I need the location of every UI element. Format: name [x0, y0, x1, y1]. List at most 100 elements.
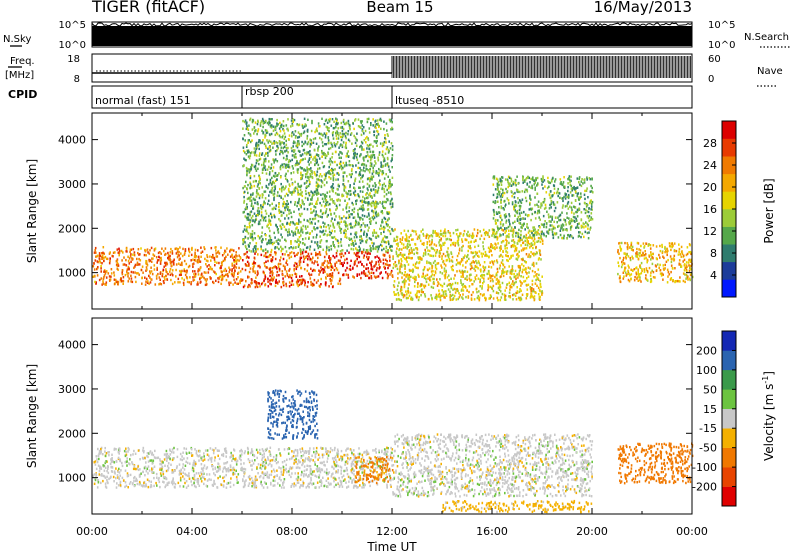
heatmap-cell [331, 145, 334, 148]
heatmap-cell [420, 284, 423, 287]
heatmap-cell [419, 239, 422, 243]
heatmap-cell [322, 221, 324, 224]
heatmap-cell [218, 276, 220, 280]
heatmap-cell [410, 275, 412, 278]
heatmap-cell [438, 239, 441, 242]
heatmap-cell [297, 201, 300, 205]
heatmap-cell [342, 120, 345, 123]
heatmap-cell [286, 259, 288, 262]
heatmap-cell [245, 180, 247, 184]
heatmap-cell [370, 237, 372, 241]
heatmap-cell [343, 231, 345, 235]
heatmap-cell [435, 293, 438, 296]
heatmap-cell [315, 200, 318, 203]
heatmap-cell [541, 293, 543, 296]
heatmap-cell [507, 175, 510, 178]
heatmap-cell [213, 258, 216, 261]
heatmap-cell [353, 207, 356, 210]
heatmap-cell [256, 185, 259, 188]
heatmap-cell [567, 189, 569, 193]
heatmap-cell [289, 251, 291, 255]
heatmap-cell [287, 217, 290, 220]
heatmap-cell [486, 254, 488, 258]
heatmap-cell [482, 266, 485, 269]
heatmap-cell [235, 278, 238, 281]
heatmap-cell [316, 158, 318, 162]
heatmap-cell [286, 272, 288, 276]
heatmap-cell [317, 178, 320, 181]
heatmap-cell [252, 192, 254, 195]
heatmap-cell [266, 225, 268, 228]
heatmap-cell [440, 248, 443, 251]
heatmap-cell [434, 231, 436, 234]
heatmap-cell [494, 247, 496, 251]
heatmap-cell [180, 273, 182, 276]
heatmap-cell [375, 269, 378, 272]
heatmap-cell [163, 276, 166, 279]
nsky-left-tick-top: 10^5 [59, 20, 86, 31]
heatmap-cell [441, 294, 444, 297]
heatmap-cell [300, 253, 302, 256]
heatmap-cell [343, 220, 345, 223]
heatmap-cell [320, 269, 323, 272]
heatmap-cell [404, 238, 407, 242]
heatmap-cell [220, 266, 222, 270]
heatmap-cell [286, 178, 288, 182]
heatmap-cell [497, 186, 499, 189]
heatmap-cell [249, 151, 252, 155]
heatmap-cell [591, 218, 594, 221]
heatmap-cell [377, 156, 379, 159]
heatmap-cell [526, 277, 528, 280]
heatmap-cell [385, 141, 387, 144]
heatmap-cell [257, 282, 259, 285]
heatmap-cell [391, 158, 393, 161]
heatmap-cell [313, 205, 315, 208]
heatmap-cell [286, 214, 288, 217]
heatmap-cell [389, 191, 392, 194]
heatmap-cell [517, 276, 519, 279]
heatmap-cell [272, 158, 275, 161]
heatmap-cell [476, 296, 479, 300]
heatmap-cell [356, 273, 359, 276]
heatmap-cell [358, 221, 360, 224]
heatmap-cell [297, 251, 299, 255]
heatmap-cell [248, 168, 250, 171]
heatmap-cell [442, 234, 444, 238]
heatmap-cell [136, 263, 139, 266]
heatmap-cell [399, 265, 401, 268]
heatmap-cell [242, 127, 244, 130]
heatmap-cell [258, 176, 261, 179]
heatmap-cell [450, 294, 452, 298]
heatmap-cell [506, 283, 508, 286]
heatmap-cell [240, 278, 242, 281]
heatmap-cell [266, 139, 268, 142]
heatmap-cell [434, 254, 437, 257]
heatmap-cell [301, 174, 304, 177]
heatmap-cell [469, 273, 471, 276]
heatmap-cell [592, 191, 594, 194]
heatmap-cell [100, 277, 103, 280]
heatmap-cell [370, 123, 372, 127]
heatmap-cell [473, 255, 476, 258]
heatmap-cell [386, 260, 388, 263]
heatmap-cell [524, 243, 527, 246]
heatmap-cell [393, 239, 395, 243]
heatmap-cell [159, 282, 161, 285]
heatmap-cell [271, 176, 273, 180]
heatmap-cell [268, 183, 270, 186]
heatmap-cell [516, 211, 519, 215]
heatmap-cell [350, 132, 353, 135]
heatmap-cell [306, 142, 309, 145]
heatmap-cell [333, 126, 336, 130]
heatmap-cell [357, 250, 360, 254]
heatmap-cell [297, 185, 300, 188]
heatmap-cell [284, 245, 287, 249]
heatmap-cell [259, 124, 262, 127]
heatmap-cell [325, 245, 328, 248]
heatmap-cell [381, 244, 383, 248]
heatmap-cell [246, 188, 248, 191]
heatmap-cell [513, 281, 516, 285]
heatmap-cell [553, 184, 556, 187]
heatmap-cell [527, 241, 529, 245]
heatmap-cell [276, 160, 279, 163]
